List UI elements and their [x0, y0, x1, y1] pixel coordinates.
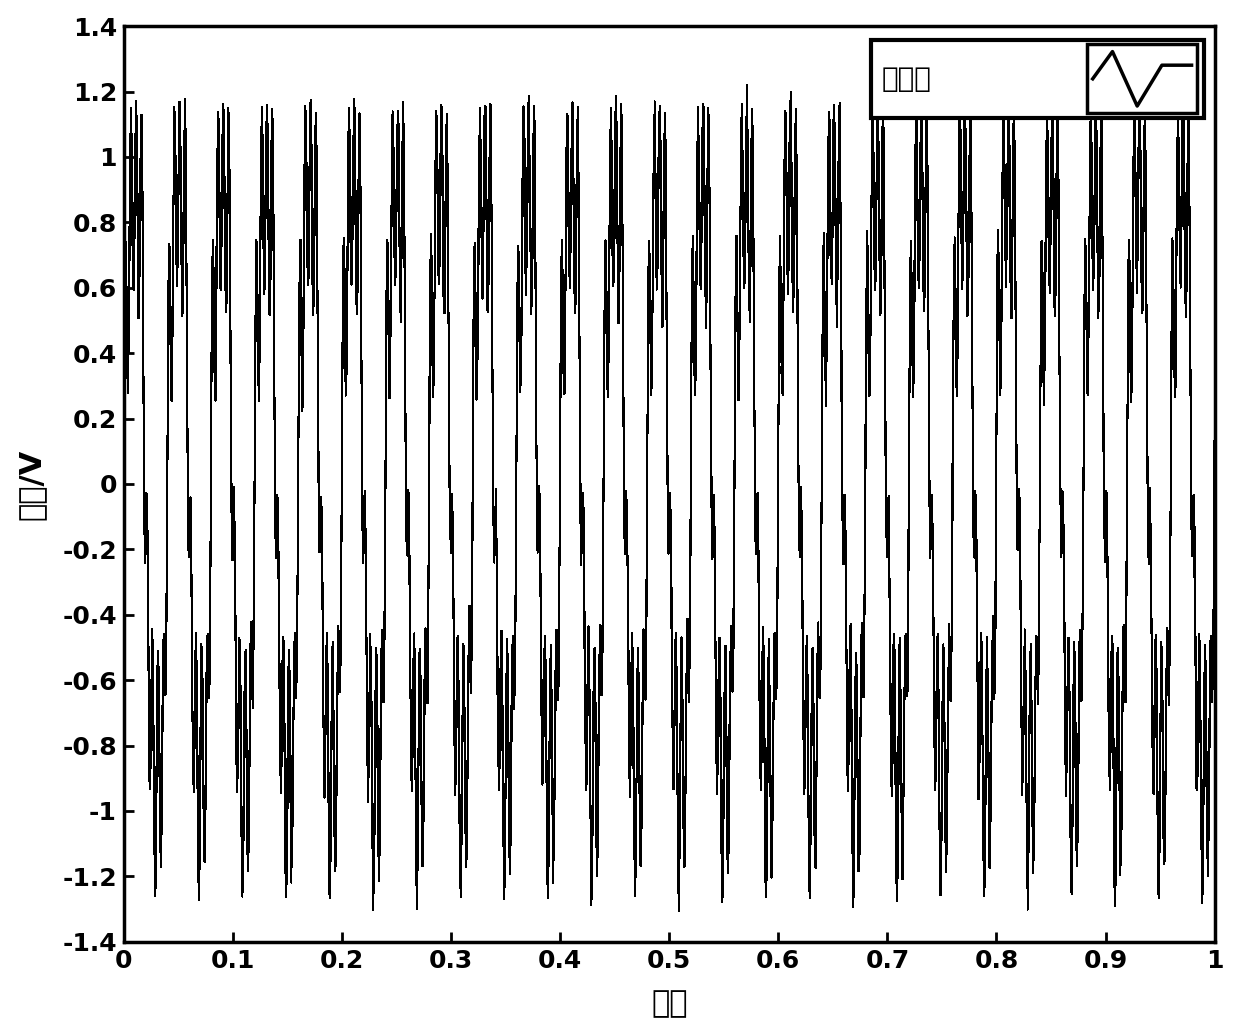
FancyBboxPatch shape	[870, 40, 1204, 118]
Y-axis label: 幅値/V: 幅値/V	[16, 448, 46, 520]
FancyBboxPatch shape	[1087, 45, 1197, 113]
Text: 信号源: 信号源	[882, 65, 931, 93]
X-axis label: 时间: 时间	[651, 989, 687, 1018]
